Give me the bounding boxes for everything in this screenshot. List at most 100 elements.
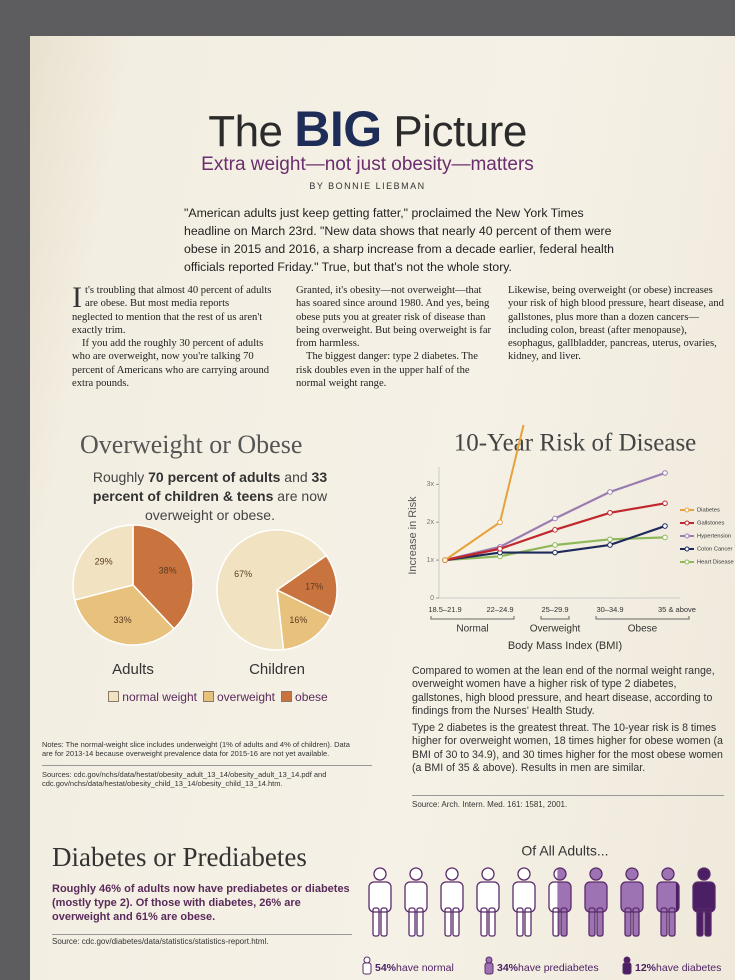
legend-value: 34% (497, 962, 519, 974)
group-bracket (430, 616, 515, 620)
plot (442, 425, 668, 563)
icon-outline (440, 881, 464, 913)
title: The BIG Picture (0, 100, 735, 158)
pie-name: Children (249, 661, 305, 678)
chart-title: 10-Year Risk of Disease (454, 430, 697, 457)
legend-category: have diabetes (656, 962, 721, 974)
icon-outline (692, 881, 716, 913)
legend-label: 34%have prediabetes (497, 962, 599, 974)
y-axis-label: Increase in Risk (407, 496, 419, 575)
icon-fill (621, 868, 643, 936)
slice-label: 29% (95, 557, 113, 567)
icon-fill (657, 868, 676, 936)
legend-icon-body (484, 962, 494, 975)
title-part: The (208, 107, 295, 156)
icon-outline (444, 907, 452, 937)
series-marker (552, 515, 558, 522)
icon-outline (481, 867, 495, 881)
series-marker (607, 542, 613, 548)
icon-outline (524, 907, 532, 937)
icon-outline (697, 867, 711, 881)
legend-label: Diabetes (697, 508, 720, 514)
icon (585, 868, 607, 936)
column: Granted, it's obesity—not overweight—tha… (296, 284, 496, 390)
source: Source: cdc.gov/diabetes/data/statistics… (52, 934, 352, 946)
paragraph: The biggest danger: type 2 diabetes. The… (296, 351, 478, 390)
series-marker (607, 489, 613, 495)
icon-outline (517, 867, 531, 881)
x-tick-label: 30–34.9 (596, 605, 623, 614)
icon-outline (668, 907, 676, 937)
legend-marker (684, 533, 690, 539)
paragraph: Type 2 diabetes is the greatest threat. … (412, 722, 723, 775)
icon-fill (441, 868, 463, 936)
series-marker (552, 527, 558, 533)
paragraph: Granted, it's obesity—not overweight—tha… (296, 285, 492, 350)
legend-label: normal weight (122, 690, 197, 704)
icon-outline (632, 907, 640, 937)
slice-label: 33% (114, 615, 132, 625)
legend-label: Hypertension (697, 534, 731, 540)
icon (477, 868, 499, 936)
paragraph: Likewise, being overweight (or obese) in… (508, 285, 724, 363)
slice-label: 67% (234, 569, 252, 579)
slice-label: 17% (305, 582, 323, 592)
pie-slice (276, 588, 332, 651)
series-marker (552, 542, 558, 548)
series-marker (662, 470, 668, 476)
icon-outline (404, 881, 428, 913)
icon (657, 868, 679, 936)
sources: Sources: cdc.gov/nchs/data/hestat/obesit… (42, 765, 372, 788)
icon-outline (445, 867, 459, 881)
paragraph: It's troubling that almost 40 percent of… (72, 281, 272, 336)
lead-text: Roughly (92, 469, 149, 485)
legend-label: obese (295, 690, 328, 704)
pie-slice (73, 584, 176, 646)
slice-label: 38% (159, 566, 177, 576)
y-tick-label: 0 (430, 595, 434, 602)
pie-name: Adults (112, 661, 154, 678)
legend-label: 54%have normal (375, 962, 454, 974)
series-marker (442, 557, 448, 563)
series-marker (607, 536, 613, 543)
lead-text: and (280, 469, 312, 485)
column: Likewise, being overweight (or obese) in… (508, 284, 724, 364)
legend-label: Heart Disease (697, 560, 734, 566)
paragraph: If you add the roughly 30 percent of adu… (72, 338, 270, 390)
icon (549, 868, 571, 936)
icon-fill (513, 868, 535, 936)
intro: "American adults just keep getting fatte… (184, 206, 615, 274)
x-tick-label: 35 & above (658, 605, 696, 614)
icon-outline (512, 881, 536, 913)
legend-swatch (281, 691, 293, 702)
column: It's troubling that almost 40 percent of… (72, 281, 272, 390)
legend-label: Gallstones (697, 521, 724, 527)
series-marker (662, 500, 668, 507)
series-marker (662, 523, 668, 529)
x-tick-label: 18.5–21.9 (428, 605, 461, 614)
legend-marker (684, 546, 690, 552)
icon-outline (589, 867, 603, 881)
subtitle: Extra weight—not just obesity—matters (201, 154, 534, 175)
lead-bold: 33 percent of children & teens (92, 469, 328, 504)
legend-icon-head (485, 956, 493, 964)
slice-label: 16% (289, 615, 307, 625)
chart-title: Of All Adults... (521, 843, 608, 859)
icon-outline (596, 907, 604, 937)
icon (693, 868, 715, 936)
pie-charts: 38% 33% 29% Adults 17% 16% 67% Children (72, 524, 338, 678)
group-label: Obese (628, 624, 658, 635)
icon-outline (552, 907, 560, 937)
icon-outline (452, 907, 460, 937)
legend-icon-head (363, 956, 371, 964)
legend: normal weight overweight obese (80, 690, 350, 704)
icon-outline (488, 907, 496, 937)
title-part: Picture (381, 107, 527, 156)
series-line (444, 425, 525, 561)
icon-outline (372, 907, 380, 937)
legend-marker (684, 559, 690, 565)
icon-fill (405, 868, 427, 936)
lead-bold: 70 percent of adults (148, 469, 281, 485)
legend-label: Colon Cancer (697, 547, 733, 553)
